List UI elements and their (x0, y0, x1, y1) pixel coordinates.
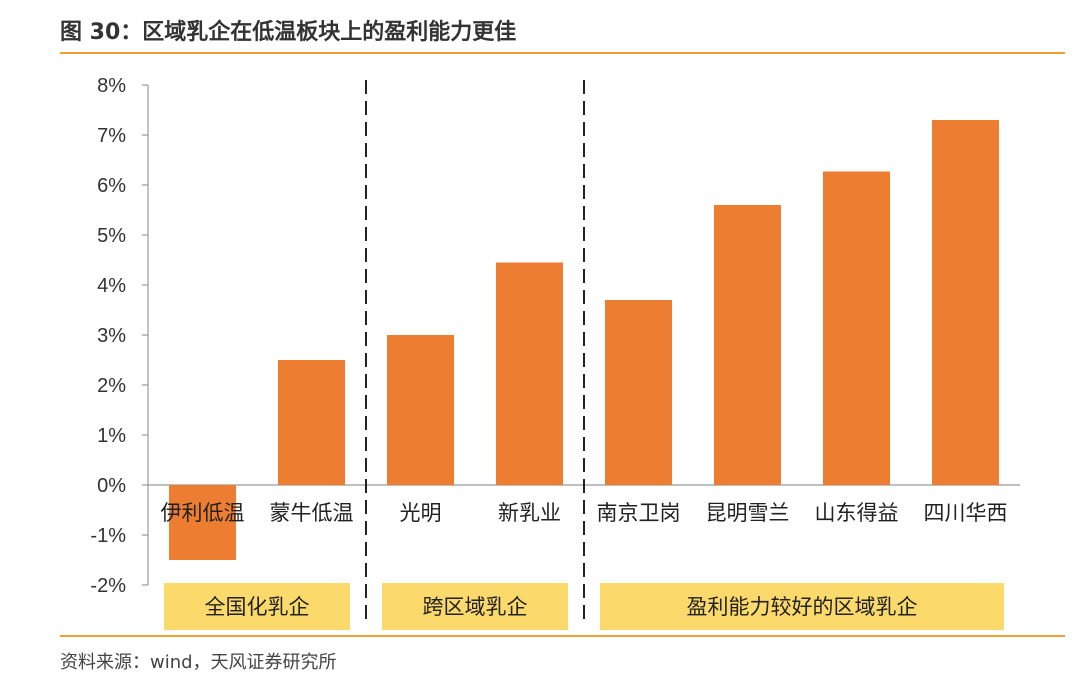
bar-南京卫岗 (605, 300, 672, 485)
bar-四川华西 (932, 120, 999, 485)
y-tick-label: 7% (97, 125, 126, 147)
bars-layer (169, 120, 999, 560)
x-tick-label: 四川华西 (924, 501, 1008, 525)
y-tick-label: 1% (97, 425, 126, 447)
bar-伊利低温 (169, 485, 236, 560)
group-box (164, 583, 350, 630)
y-tick-label: 5% (97, 225, 126, 247)
y-tick-label: -2% (90, 575, 126, 597)
y-tick-label: 4% (97, 275, 126, 297)
y-tick-label: 3% (97, 325, 126, 347)
bar-新乳业 (496, 262, 563, 485)
group-label: 盈利能力较好的区域乳企 (687, 595, 918, 619)
group-box (382, 583, 568, 630)
bar-蒙牛低温 (278, 360, 345, 485)
x-tick-label: 伊利低温 (161, 501, 245, 525)
x-tick-label: 新乳业 (498, 501, 561, 525)
bar-昆明雪兰 (714, 205, 781, 485)
figure-title: 图 30：区域乳企在低温板块上的盈利能力更佳 (60, 20, 517, 45)
group-label: 全国化乳企 (205, 595, 310, 619)
y-tick-label: 0% (97, 475, 126, 497)
labels-layer: 伊利低温 蒙牛低温 光明 新乳业 南京卫岗 昆明雪兰 山东得益 四川华西 (161, 501, 1008, 525)
y-tick-label: 8% (97, 75, 126, 97)
x-tick-label: 南京卫岗 (597, 501, 681, 525)
x-tick-label: 昆明雪兰 (706, 501, 790, 525)
bar-山东得益 (823, 171, 890, 485)
x-tick-label: 光明 (400, 501, 442, 525)
y-tick-label: 2% (97, 375, 126, 397)
bar-光明 (387, 335, 454, 485)
top-rule (60, 52, 1065, 54)
y-tick-label: 6% (97, 175, 126, 197)
group-label: 跨区域乳企 (423, 595, 528, 619)
x-tick-label: 蒙牛低温 (270, 501, 354, 525)
y-tick-label: -1% (90, 525, 126, 547)
group-box (600, 583, 1004, 630)
groups-layer: 全国化乳企 跨区域乳企 盈利能力较好的区域乳企 (164, 80, 1004, 630)
source-note: 资料来源：wind，天风证券研究所 (60, 652, 337, 673)
x-tick-label: 山东得益 (815, 501, 899, 525)
axis-layer: 8% 7% 6% 5% 4% 3% 2% 1% 0% -1% -2% (90, 75, 1020, 597)
bottom-rule (60, 635, 1065, 637)
